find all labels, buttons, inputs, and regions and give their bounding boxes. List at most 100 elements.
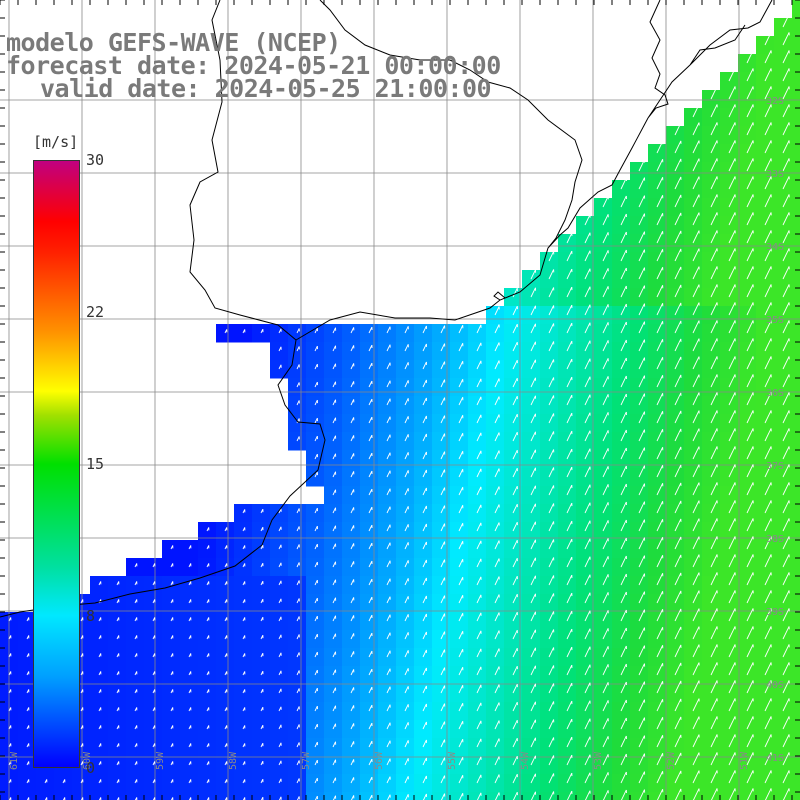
wind-arrow xyxy=(602,196,609,208)
wind-arrow xyxy=(746,86,754,100)
wind-arrow xyxy=(746,500,754,514)
wind-arrow xyxy=(638,501,645,514)
wind-cell xyxy=(414,756,433,775)
wind-cell xyxy=(468,666,487,685)
wind-cell xyxy=(558,270,577,289)
wind-cell xyxy=(252,612,271,631)
wind-arrow xyxy=(404,632,409,640)
wind-cell xyxy=(504,684,523,703)
wind-cell xyxy=(594,432,613,451)
wind-arrow xyxy=(350,453,355,460)
wind-arrow xyxy=(656,753,664,766)
wind-cell xyxy=(702,216,721,235)
wind-cell xyxy=(738,648,757,667)
wind-arrow xyxy=(710,518,718,532)
wind-arrow xyxy=(476,540,482,550)
wind-arrow xyxy=(494,702,500,712)
wind-cell xyxy=(630,306,649,325)
wind-arrow xyxy=(782,554,790,568)
wind-cell xyxy=(288,558,307,577)
wind-arrow xyxy=(476,774,482,784)
wind-cell xyxy=(774,612,793,631)
wind-cell xyxy=(684,342,703,361)
wind-cell xyxy=(594,486,613,505)
wind-cell xyxy=(486,540,505,559)
wind-arrow xyxy=(476,486,482,496)
wind-arrow xyxy=(494,540,500,550)
wind-cell xyxy=(162,684,181,703)
wind-arrow xyxy=(782,212,790,226)
wind-cell xyxy=(666,684,685,703)
wind-arrow xyxy=(728,338,736,352)
wind-arrow xyxy=(728,302,736,316)
wind-arrow xyxy=(746,752,754,766)
wind-arrow xyxy=(638,429,645,442)
wind-arrow xyxy=(638,285,645,298)
wind-arrow xyxy=(746,410,754,424)
wind-cell xyxy=(270,360,289,379)
wind-cell xyxy=(414,774,433,793)
wind-arrow xyxy=(548,593,555,604)
wind-cell xyxy=(558,540,577,559)
wind-arrow xyxy=(566,646,573,658)
wind-cell xyxy=(540,576,559,595)
wind-cell xyxy=(684,558,703,577)
wind-cell xyxy=(702,540,721,559)
wind-arrow xyxy=(710,374,718,388)
wind-cell xyxy=(594,738,613,757)
wind-cell xyxy=(792,198,800,217)
wind-cell xyxy=(252,792,271,800)
wind-arrow xyxy=(656,339,664,352)
wind-arrow xyxy=(728,770,736,784)
wind-arrow xyxy=(566,718,573,730)
wind-arrow xyxy=(728,392,736,406)
wind-cell xyxy=(540,756,559,775)
wind-cell xyxy=(702,558,721,577)
wind-cell xyxy=(702,756,721,775)
wind-cell xyxy=(216,738,235,757)
wind-cell xyxy=(288,684,307,703)
wind-cell xyxy=(216,324,235,343)
wind-cell xyxy=(702,414,721,433)
wind-cell xyxy=(216,792,235,800)
wind-arrow xyxy=(602,664,609,676)
wind-cell xyxy=(774,144,793,163)
wind-cell xyxy=(342,684,361,703)
wind-arrow xyxy=(764,680,772,694)
wind-cell xyxy=(576,342,595,361)
wind-cell xyxy=(720,630,739,649)
wind-cell xyxy=(324,792,343,800)
wind-arrow xyxy=(584,718,591,730)
wind-arrow xyxy=(710,86,718,100)
wind-arrow xyxy=(692,752,700,766)
wind-arrow xyxy=(764,770,772,784)
wind-cell xyxy=(594,576,613,595)
wind-cell xyxy=(558,648,577,667)
wind-cell xyxy=(666,162,685,181)
wind-arrow xyxy=(782,482,790,496)
wind-cell xyxy=(774,414,793,433)
wind-cell xyxy=(702,342,721,361)
wind-cell xyxy=(738,738,757,757)
wind-arrow xyxy=(404,650,409,658)
wind-cell xyxy=(90,594,109,613)
wind-arrow xyxy=(584,286,591,298)
wind-cell xyxy=(594,774,613,793)
wind-arrow xyxy=(566,664,573,676)
wind-cell xyxy=(774,648,793,667)
wind-cell xyxy=(288,792,307,800)
wind-cell xyxy=(612,306,631,325)
wind-cell xyxy=(702,792,721,800)
wind-cell xyxy=(234,612,253,631)
wind-arrow xyxy=(710,248,718,262)
wind-arrow xyxy=(782,698,790,712)
wind-cell xyxy=(576,792,595,800)
wind-arrow xyxy=(710,122,718,136)
wind-cell xyxy=(198,630,217,649)
wind-cell xyxy=(612,342,631,361)
lat-label: 35S xyxy=(766,315,784,326)
wind-arrow xyxy=(764,140,772,154)
wind-cell xyxy=(450,594,469,613)
wind-arrow xyxy=(566,538,573,550)
wind-cell xyxy=(792,144,800,163)
